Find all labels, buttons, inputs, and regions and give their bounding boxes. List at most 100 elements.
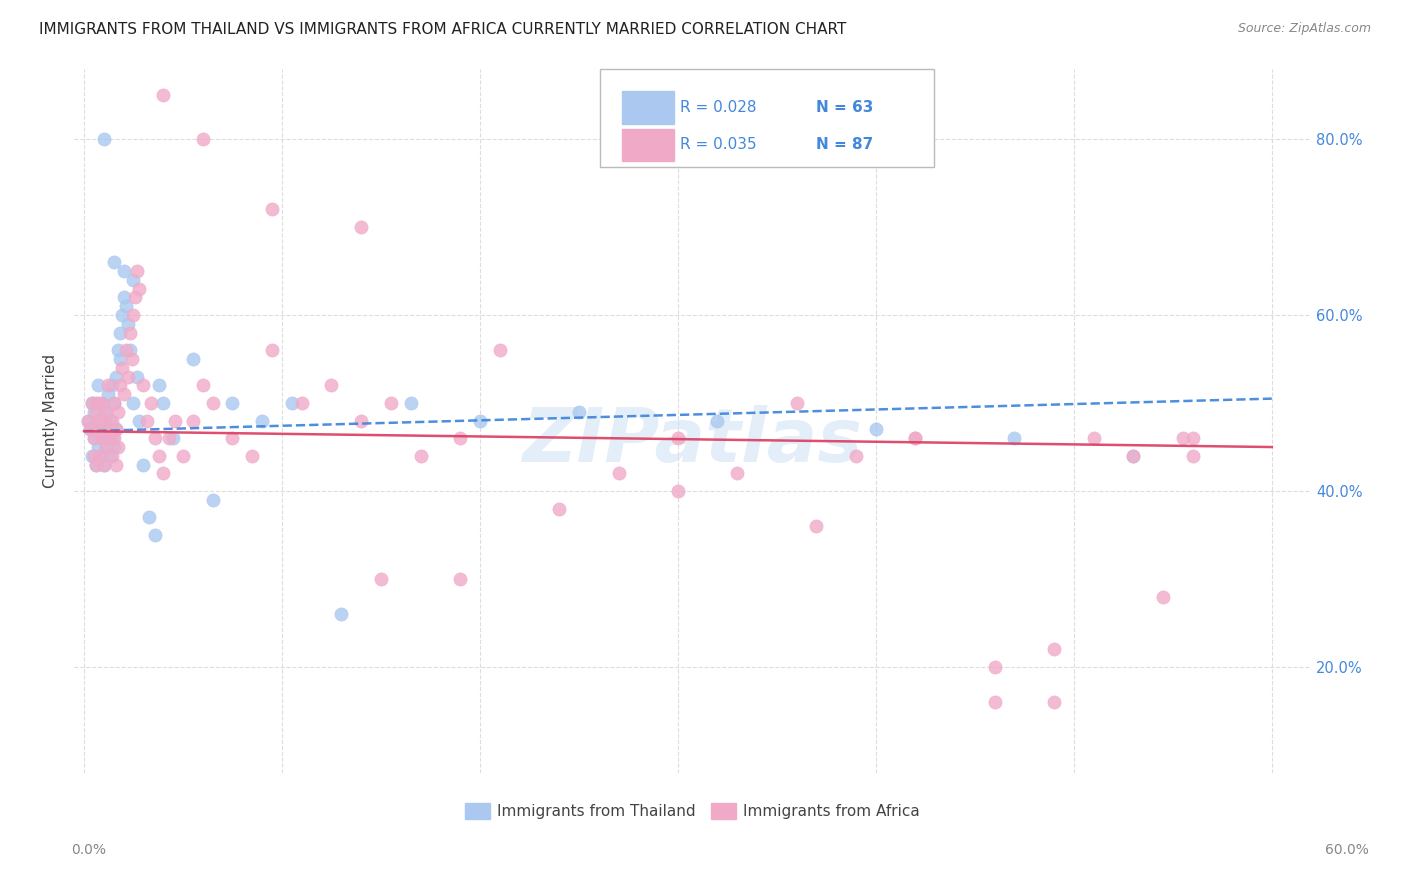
Point <box>100 431 122 445</box>
Point <box>666 431 689 445</box>
Point <box>117 369 139 384</box>
Point <box>725 467 748 481</box>
Point <box>87 396 110 410</box>
Point <box>1181 449 1204 463</box>
Point <box>103 396 125 410</box>
Point <box>1043 642 1066 657</box>
Point <box>83 405 105 419</box>
Point <box>350 219 373 234</box>
Point <box>90 431 112 445</box>
Point <box>117 317 139 331</box>
Point <box>666 484 689 499</box>
Point <box>165 414 187 428</box>
Point <box>103 431 125 445</box>
Text: ZIPatlas: ZIPatlas <box>523 405 863 478</box>
Point <box>87 422 110 436</box>
Text: 0.0%: 0.0% <box>72 843 105 857</box>
Point <box>104 369 127 384</box>
Point <box>350 414 373 428</box>
Point <box>132 458 155 472</box>
Point <box>240 449 263 463</box>
Point <box>141 396 163 410</box>
Point <box>260 343 283 358</box>
Point <box>152 467 174 481</box>
Point <box>112 387 135 401</box>
Point <box>83 431 105 445</box>
Point <box>118 326 141 340</box>
Point <box>80 449 103 463</box>
Point <box>93 422 115 436</box>
Point <box>865 422 887 436</box>
Point <box>89 449 111 463</box>
Point <box>87 378 110 392</box>
Text: IMMIGRANTS FROM THAILAND VS IMMIGRANTS FROM AFRICA CURRENTLY MARRIED CORRELATION: IMMIGRANTS FROM THAILAND VS IMMIGRANTS F… <box>39 22 846 37</box>
Point <box>1083 431 1105 445</box>
Point <box>124 290 146 304</box>
Point <box>84 458 107 472</box>
Point <box>330 607 353 622</box>
Point <box>449 431 471 445</box>
Point <box>79 422 101 436</box>
Point <box>148 449 170 463</box>
Point <box>172 449 194 463</box>
Point <box>94 405 117 419</box>
Point <box>128 414 150 428</box>
Point <box>93 414 115 428</box>
Point <box>89 449 111 463</box>
Point <box>983 695 1005 709</box>
Point <box>77 414 100 428</box>
Point <box>409 449 432 463</box>
FancyBboxPatch shape <box>623 128 675 161</box>
Point <box>97 378 120 392</box>
Point <box>90 396 112 410</box>
Point <box>84 396 107 410</box>
Point <box>90 431 112 445</box>
Point <box>97 387 120 401</box>
Point <box>132 378 155 392</box>
Point <box>93 132 115 146</box>
FancyBboxPatch shape <box>600 69 934 167</box>
Point <box>152 87 174 102</box>
Point <box>143 528 166 542</box>
Point <box>83 431 105 445</box>
Point <box>107 343 129 358</box>
Point <box>110 308 132 322</box>
Text: R = 0.035: R = 0.035 <box>681 137 756 153</box>
Text: R = 0.028: R = 0.028 <box>681 100 756 115</box>
Point <box>114 343 136 358</box>
Point <box>260 202 283 217</box>
Point <box>1171 431 1194 445</box>
Point <box>191 132 214 146</box>
Point <box>291 396 314 410</box>
Point <box>104 422 127 436</box>
Point <box>114 299 136 313</box>
Point <box>221 396 243 410</box>
Point <box>79 422 101 436</box>
Text: N = 87: N = 87 <box>817 137 873 153</box>
Point <box>98 422 121 436</box>
Point <box>1043 695 1066 709</box>
Point <box>89 414 111 428</box>
Point <box>93 458 115 472</box>
Point <box>221 431 243 445</box>
Point <box>157 431 180 445</box>
Point <box>201 396 224 410</box>
Point <box>112 290 135 304</box>
Point <box>568 405 591 419</box>
Point <box>806 519 828 533</box>
Point <box>104 422 127 436</box>
Point <box>100 378 122 392</box>
Point <box>94 440 117 454</box>
Point <box>80 396 103 410</box>
Point <box>110 360 132 375</box>
Point <box>103 396 125 410</box>
Point <box>983 660 1005 674</box>
Point <box>100 414 122 428</box>
Point <box>94 440 117 454</box>
Point <box>321 378 343 392</box>
Point <box>548 501 571 516</box>
Point <box>128 282 150 296</box>
Point <box>90 396 112 410</box>
Point <box>127 264 149 278</box>
Point <box>607 467 630 481</box>
